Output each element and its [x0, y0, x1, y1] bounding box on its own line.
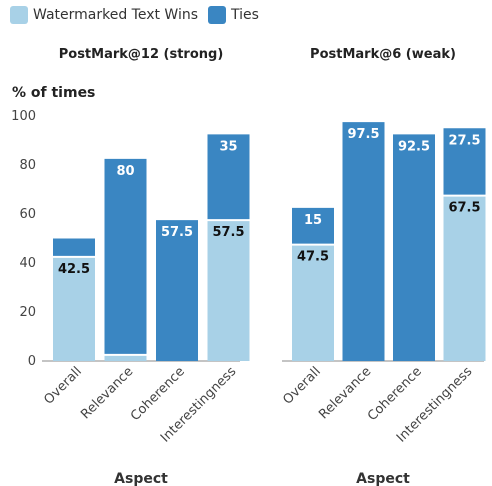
data-label-p1-s1-c1: 97.5: [347, 127, 379, 142]
y-tick-label-2: 40: [19, 256, 36, 271]
bar-p1-s0-c3: [443, 195, 486, 361]
bar-p1-s1-c3: [443, 128, 486, 196]
bar-p0-s0-c3: [207, 220, 250, 361]
panel-title-1: PostMark@6 (weak): [310, 47, 456, 62]
legend-swatch-ties: [208, 6, 227, 24]
bar-p1-s1-c1: [342, 122, 385, 361]
data-label-p0-s1-c2: 57.5: [161, 225, 193, 240]
data-label-p1-s1-c2: 92.5: [398, 139, 430, 154]
data-label-p0-s1-c1: 80: [116, 164, 134, 179]
data-label-p0-s0-c3: 57.5: [212, 225, 244, 240]
x-axis-label-1: Aspect: [356, 471, 410, 486]
data-label-p1-s0-c0: 47.5: [297, 250, 329, 265]
y-tick-label-0: 0: [28, 354, 36, 369]
legend-label-ties: Ties: [231, 7, 259, 23]
y-tick-label-3: 60: [19, 207, 36, 222]
legend-item-ties: Ties: [208, 6, 259, 24]
x-axis-label-0: Aspect: [114, 471, 168, 486]
x-tick-label-p0-0: Overall: [41, 364, 84, 407]
bar-p0-s0-c0: [53, 256, 95, 361]
data-label-p0-s1-c3: 35: [219, 139, 237, 154]
bar-p0-s0-c1: [104, 354, 147, 361]
data-label-p1-s1-c3: 27.5: [448, 133, 480, 148]
legend-item-wins: Watermarked Text Wins: [10, 6, 198, 24]
bar-p0-s1-c1: [104, 158, 147, 355]
bar-p1-s1-c0: [292, 207, 334, 245]
data-label-p1-s1-c0: 15: [304, 213, 322, 228]
y-tick-label-4: 80: [19, 158, 36, 173]
data-label-p0-s0-c0: 42.5: [58, 262, 90, 277]
bar-p0-s1-c2: [156, 220, 198, 361]
y-axis-label: % of times: [12, 85, 95, 101]
data-label-p1-s0-c3: 67.5: [448, 201, 480, 216]
y-tick-label-1: 20: [19, 305, 36, 320]
legend-swatch-wins: [10, 6, 28, 24]
bar-p0-s1-c0: [53, 238, 95, 257]
panel-title-0: PostMark@12 (strong): [59, 47, 224, 62]
chart-legend: Watermarked Text Wins Ties: [10, 6, 269, 24]
y-tick-label-5: 100: [11, 109, 36, 124]
bar-p1-s0-c0: [292, 244, 334, 361]
legend-label-wins: Watermarked Text Wins: [33, 7, 199, 23]
bar-p1-s1-c2: [393, 134, 435, 361]
x-tick-label-p1-0: Overall: [280, 364, 323, 407]
bar-p0-s1-c3: [207, 134, 250, 221]
